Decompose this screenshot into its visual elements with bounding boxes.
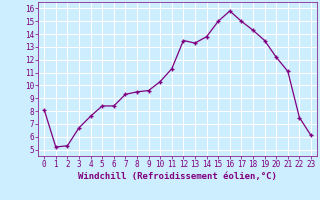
X-axis label: Windchill (Refroidissement éolien,°C): Windchill (Refroidissement éolien,°C) xyxy=(78,172,277,181)
